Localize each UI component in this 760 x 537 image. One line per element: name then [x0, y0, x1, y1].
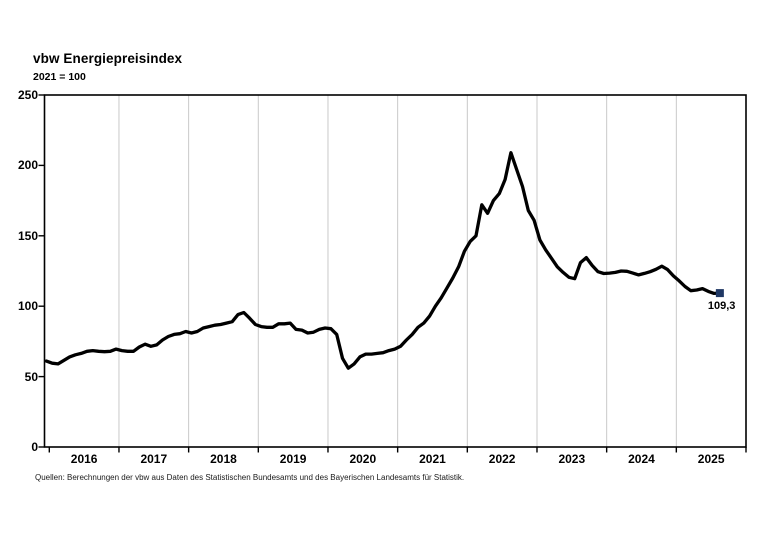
x-tick-label: 2020	[349, 452, 377, 466]
last-value-label: 109,3	[707, 300, 736, 313]
y-tick-label: 200	[17, 158, 38, 173]
y-tick-label: 100	[17, 299, 38, 314]
x-tick-label: 2017	[140, 452, 168, 466]
x-tick-label: 2023	[558, 452, 586, 466]
x-tick-label: 2021	[419, 452, 446, 466]
x-tick-label: 2018	[210, 452, 237, 466]
plot-border	[43, 94, 747, 448]
y-tick-label: 150	[17, 228, 38, 243]
y-tick-label: 250	[17, 88, 38, 102]
chart-subtitle: 2021 = 100	[33, 71, 86, 83]
end-marker	[715, 289, 724, 298]
x-tick-label: 2016	[70, 452, 98, 466]
y-tick-label: 0	[31, 440, 38, 454]
energy-index-line	[44, 151, 722, 370]
x-tick-label: 2019	[279, 452, 307, 466]
source-note: Quellen: Berechnungen der vbw aus Daten …	[35, 473, 465, 482]
y-tick-label: 50	[24, 369, 38, 384]
x-tick-label: 2024	[628, 452, 655, 466]
x-tick-label: 2025	[697, 452, 725, 466]
x-tick-label: 2022	[488, 452, 516, 466]
chart-title: vbw Energiepreisindex	[33, 51, 183, 66]
